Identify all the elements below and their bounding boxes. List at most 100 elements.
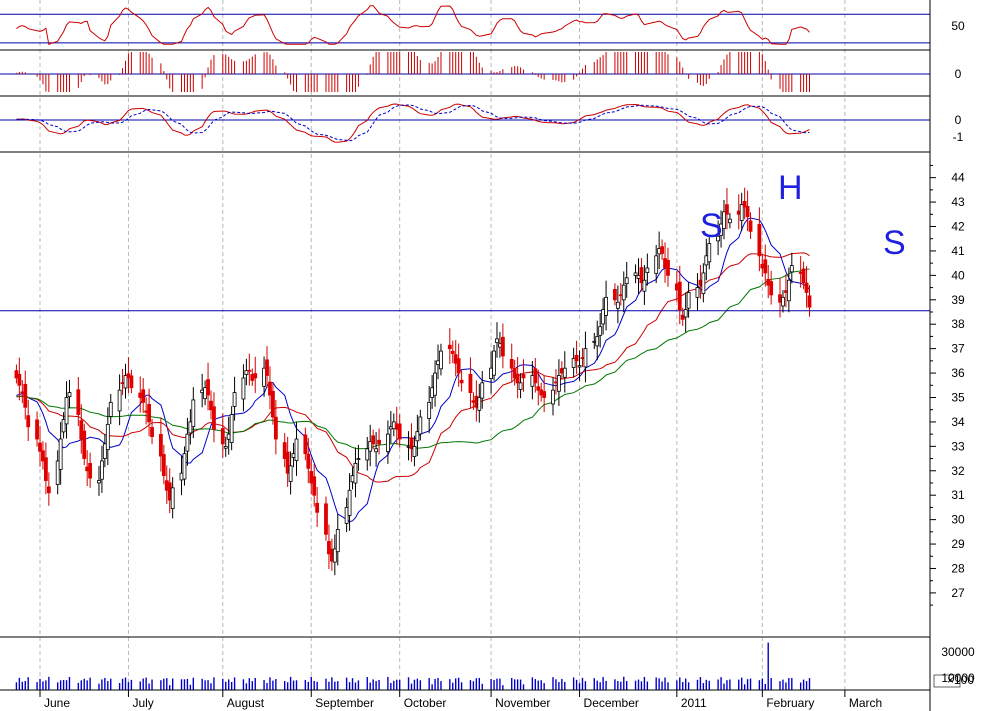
month-label: December: [584, 696, 639, 710]
month-label: October: [404, 696, 447, 710]
candle-body: [185, 433, 190, 452]
candle-body: [598, 326, 603, 336]
candle-body: [439, 350, 443, 370]
month-label: June: [44, 696, 70, 710]
candle-body: [645, 267, 650, 273]
candle-body: [412, 445, 417, 457]
candle-body: [100, 460, 104, 480]
y-tick-labels: 50 0 0 -1 44 43 42 41 40 39 38 37 36 35 34 33 32 31 30 29 28…: [933, 19, 975, 688]
price-tick-label: 41: [951, 244, 965, 258]
price-tick-label: 28: [951, 561, 965, 575]
volume-tick-label: 30000: [941, 645, 975, 659]
candle-body: [76, 389, 81, 415]
candle-body: [727, 218, 732, 224]
candle-body: [327, 541, 331, 555]
price-tick-label: 34: [951, 415, 965, 429]
candle-body: [374, 448, 379, 453]
candle-body: [312, 476, 317, 496]
candle-body: [683, 309, 688, 318]
candle-body: [347, 489, 352, 516]
candle-body: [686, 292, 691, 309]
candle-body: [613, 288, 617, 301]
month-label: March: [849, 696, 882, 710]
candle-body: [61, 419, 66, 433]
candle-body: [801, 268, 806, 284]
candle-body: [577, 365, 582, 368]
month-labels: June July August September October November De…: [39, 690, 882, 710]
candle-body: [35, 419, 39, 440]
candle-body: [209, 400, 213, 411]
candle-body: [492, 350, 496, 376]
candle-body: [26, 415, 31, 428]
month-label: November: [495, 696, 550, 710]
candle-body: [117, 389, 122, 412]
candle-body: [654, 255, 659, 274]
candle-body: [262, 367, 266, 387]
candle-body: [807, 295, 812, 308]
candle-body: [265, 359, 269, 376]
candle-body: [58, 438, 63, 470]
candle-body: [757, 224, 762, 257]
candle-body: [639, 267, 644, 284]
candle-body: [303, 434, 308, 455]
price-tick-label: 30: [951, 513, 965, 527]
candle-body: [433, 372, 437, 396]
candle-body: [722, 211, 726, 229]
candle-body: [335, 528, 340, 553]
candle-body: [271, 390, 275, 418]
candle-body: [480, 382, 485, 399]
price-tick-label: 35: [951, 390, 965, 404]
month-label: September: [315, 696, 374, 710]
candle-body: [518, 382, 523, 390]
candle-body: [55, 460, 60, 485]
month-label: July: [132, 696, 153, 710]
candle-body: [232, 392, 237, 407]
candle-body: [129, 375, 134, 389]
candle-body: [282, 442, 287, 459]
candle-body: [356, 458, 361, 460]
candle-body: [46, 486, 51, 494]
candle-body: [241, 377, 246, 400]
pattern-label: H: [778, 169, 803, 207]
candle-body: [41, 450, 45, 462]
candle-body: [158, 434, 163, 457]
candle-body: [288, 465, 293, 482]
candle-body: [595, 336, 600, 347]
price-tick-label: 43: [951, 195, 965, 209]
candle-body: [533, 368, 538, 384]
macd-tick-label: 0: [955, 113, 962, 127]
candle-body: [748, 220, 753, 232]
candle-body: [273, 416, 278, 440]
histogram-panel: [0, 52, 930, 97]
candle-body: [601, 309, 606, 325]
candle-body: [377, 439, 381, 445]
candle-body: [542, 391, 547, 398]
rsi-tick-label: 50: [951, 19, 965, 33]
gridlines: [39, 0, 846, 690]
candle-body: [17, 373, 22, 386]
rsi-line: [16, 5, 810, 45]
candle-body: [385, 433, 390, 452]
candle-body: [161, 454, 166, 477]
price-tick-label: 27: [951, 586, 965, 600]
month-label: 2011: [681, 696, 707, 710]
candle-body: [427, 401, 432, 419]
candle-body: [247, 369, 252, 372]
candle-body: [285, 451, 290, 474]
candle-body: [521, 374, 526, 379]
price-tick-label: 40: [951, 268, 965, 282]
candle-body: [556, 375, 561, 392]
candle-body: [397, 423, 402, 440]
candle-body: [707, 243, 712, 263]
candle-body: [220, 428, 225, 445]
volume-unit-box: [933, 674, 961, 688]
candle-body: [294, 438, 299, 462]
candle-body: [633, 272, 638, 276]
price-tick-label: 37: [951, 342, 965, 356]
candle-body: [244, 370, 249, 375]
candle-body: [105, 423, 110, 451]
candle-body: [43, 457, 48, 481]
candle-body: [170, 487, 175, 510]
price-tick-label: 36: [951, 366, 965, 380]
